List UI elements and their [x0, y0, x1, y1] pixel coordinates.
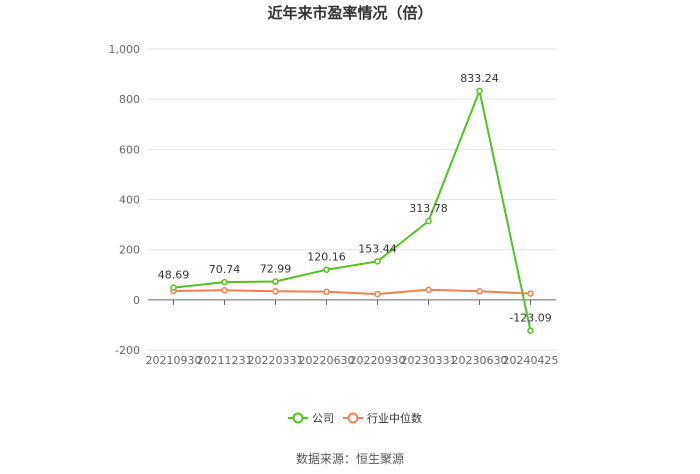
data-point	[221, 278, 228, 286]
data-point	[374, 290, 381, 298]
y-tick-label: 400	[119, 194, 140, 207]
legend-item[interactable]: 公司	[288, 412, 334, 425]
series-line	[173, 288, 531, 296]
y-tick-label: 200	[119, 244, 140, 257]
series-line	[173, 89, 532, 331]
x-tick-label: 20220630	[299, 354, 355, 367]
data-label: 313.78	[409, 202, 448, 215]
y-tick-label: 800	[119, 93, 140, 106]
grid-lines	[148, 48, 556, 351]
y-axis: -200 0 200 400 600 800 1,000	[109, 43, 141, 357]
y-tick-label: 1,000	[109, 43, 141, 56]
data-point	[476, 288, 483, 295]
data-point	[527, 290, 534, 297]
x-tick-label: 20240425	[503, 354, 559, 367]
y-tick-label: 600	[119, 143, 140, 156]
data-source-note: 数据来源：恒生聚源	[295, 452, 404, 466]
legend-marker-icon	[347, 412, 359, 424]
legend-item[interactable]: 行业中位数	[343, 411, 422, 425]
data-labels: 48.69 70.74 72.99 120.16 153.44 313.78 833.24 -…	[158, 72, 552, 325]
chart-title: 近年来市盈率情况（倍）	[267, 4, 433, 22]
data-point	[221, 287, 228, 294]
data-label: 72.99	[260, 263, 292, 276]
x-tick-label: 20220331	[248, 354, 304, 367]
data-label: 120.16	[307, 251, 346, 264]
data-point	[374, 258, 381, 265]
data-point	[272, 288, 279, 295]
data-label: 833.24	[460, 72, 499, 85]
data-point	[323, 266, 330, 273]
legend-label: 公司	[312, 412, 334, 425]
data-point	[476, 87, 483, 95]
y-tick-label: -200	[115, 344, 140, 357]
legend-marker-icon	[292, 412, 304, 424]
legend[interactable]: 公司 行业中位数	[288, 411, 422, 425]
data-label: 70.74	[209, 263, 241, 276]
data-point	[527, 327, 534, 334]
data-label: 153.44	[358, 242, 397, 255]
x-tick-label: 20210930	[146, 354, 202, 367]
x-axis: 2021093020211231202203312022063020220930…	[146, 299, 559, 367]
data-point	[425, 286, 432, 294]
y-tick-label: 0	[133, 294, 140, 307]
data-label: 48.69	[158, 269, 190, 282]
x-tick-label: 20230630	[452, 354, 508, 367]
data-label: -123.09	[509, 312, 551, 325]
x-tick-label: 20211231	[197, 354, 253, 367]
data-point	[323, 288, 330, 296]
data-point	[272, 278, 279, 285]
data-point	[425, 217, 432, 225]
x-tick-label: 20230331	[401, 354, 457, 367]
data-point	[170, 284, 177, 291]
legend-label: 行业中位数	[367, 411, 422, 425]
x-tick-label: 20220930	[350, 354, 406, 367]
series-lines	[170, 87, 534, 334]
